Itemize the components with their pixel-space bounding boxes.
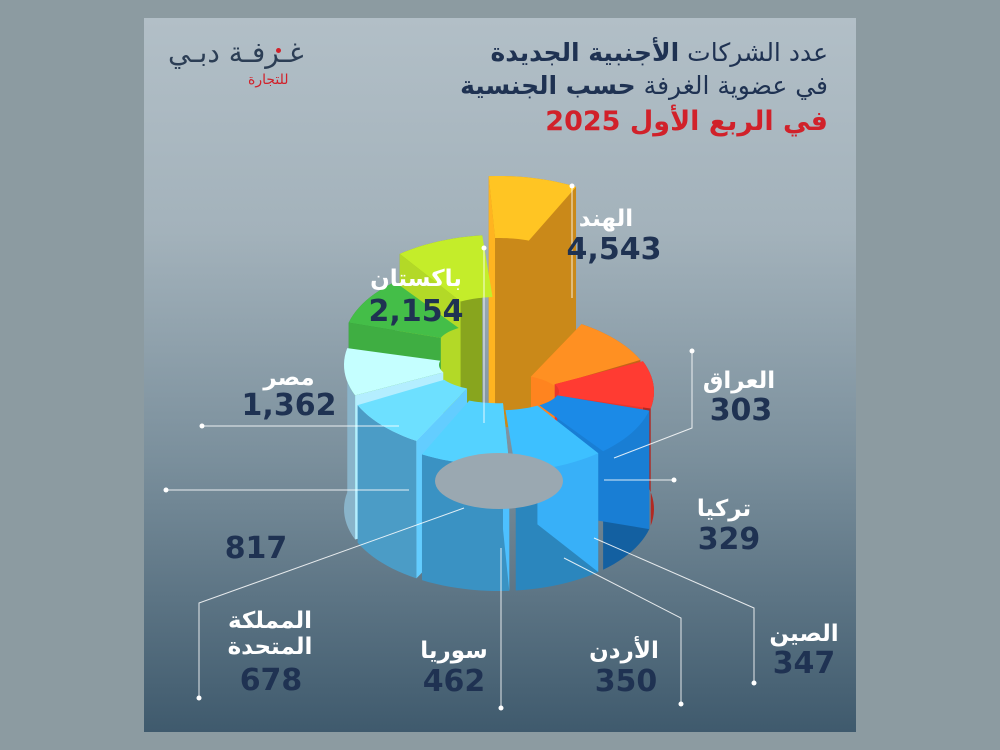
title-part2-bold: حسب الجنسية: [460, 71, 636, 100]
leader-dot-jordan: [678, 701, 684, 707]
leader-dot-pakistan: [481, 245, 487, 251]
label-pakistan: باكستان: [370, 266, 462, 292]
donut-hole: [435, 453, 563, 509]
logo-dot: [276, 48, 281, 53]
title-part1: عدد الشركات: [679, 38, 828, 67]
infographic-card: غـرفـة دبـي للتجارة عدد الشركات الأجنبية…: [144, 18, 856, 732]
label-jordan: الأردن: [589, 638, 659, 664]
slice-china: [539, 395, 650, 570]
leader-china: [593, 537, 755, 683]
leader-dot-turkey: [671, 477, 677, 483]
leader-uk: [198, 507, 465, 698]
leader-dot-egypt: [199, 423, 205, 429]
value-uk: 678: [239, 663, 303, 698]
dubai-chamber-logo: غـرفـة دبـي: [168, 36, 304, 69]
leader-dot-iraq: [689, 348, 695, 354]
leader-iraq: [613, 351, 693, 459]
slice-jordan: [505, 405, 599, 591]
leader-dot-india: [569, 183, 575, 189]
value-india: 4,543: [566, 232, 662, 267]
value-china: 347: [772, 646, 836, 681]
leader-dot-uk: [196, 695, 202, 701]
value-pakistan: 2,154: [368, 294, 464, 329]
value-turkey: 329: [697, 522, 761, 557]
label-turkey: تركيا: [696, 496, 752, 522]
title-part2: في عضوية الغرفة: [635, 71, 828, 100]
logo-subtitle: للتجارة: [248, 72, 289, 88]
label-india: الهند: [578, 206, 634, 232]
label-uk: المملكة المتحدة: [227, 608, 313, 661]
value-syria: 462: [422, 664, 486, 699]
title-line-1: عدد الشركات الأجنبية الجديدة: [491, 38, 828, 67]
leader-dot-syria: [498, 705, 504, 711]
donut-chart: [163, 176, 757, 711]
label-egypt: مصر: [263, 365, 315, 391]
title-line-3: في الربع الأول 2025: [545, 106, 828, 137]
value-jordan: 350: [594, 664, 658, 699]
label-china: الصين: [769, 621, 839, 647]
title-part1-bold: الأجنبية الجديدة: [490, 38, 680, 67]
label-iraq: العراق: [702, 368, 776, 394]
leader-jordan: [563, 557, 682, 704]
title-line-2: في عضوية الغرفة حسب الجنسية: [460, 71, 828, 100]
value-817: 817: [224, 531, 288, 566]
value-iraq: 303: [709, 393, 773, 428]
value-egypt: 1,362: [241, 388, 337, 423]
leader-dot-china: [751, 680, 757, 686]
label-syria: سوريا: [420, 638, 488, 664]
leader-dot-817: [163, 487, 169, 493]
